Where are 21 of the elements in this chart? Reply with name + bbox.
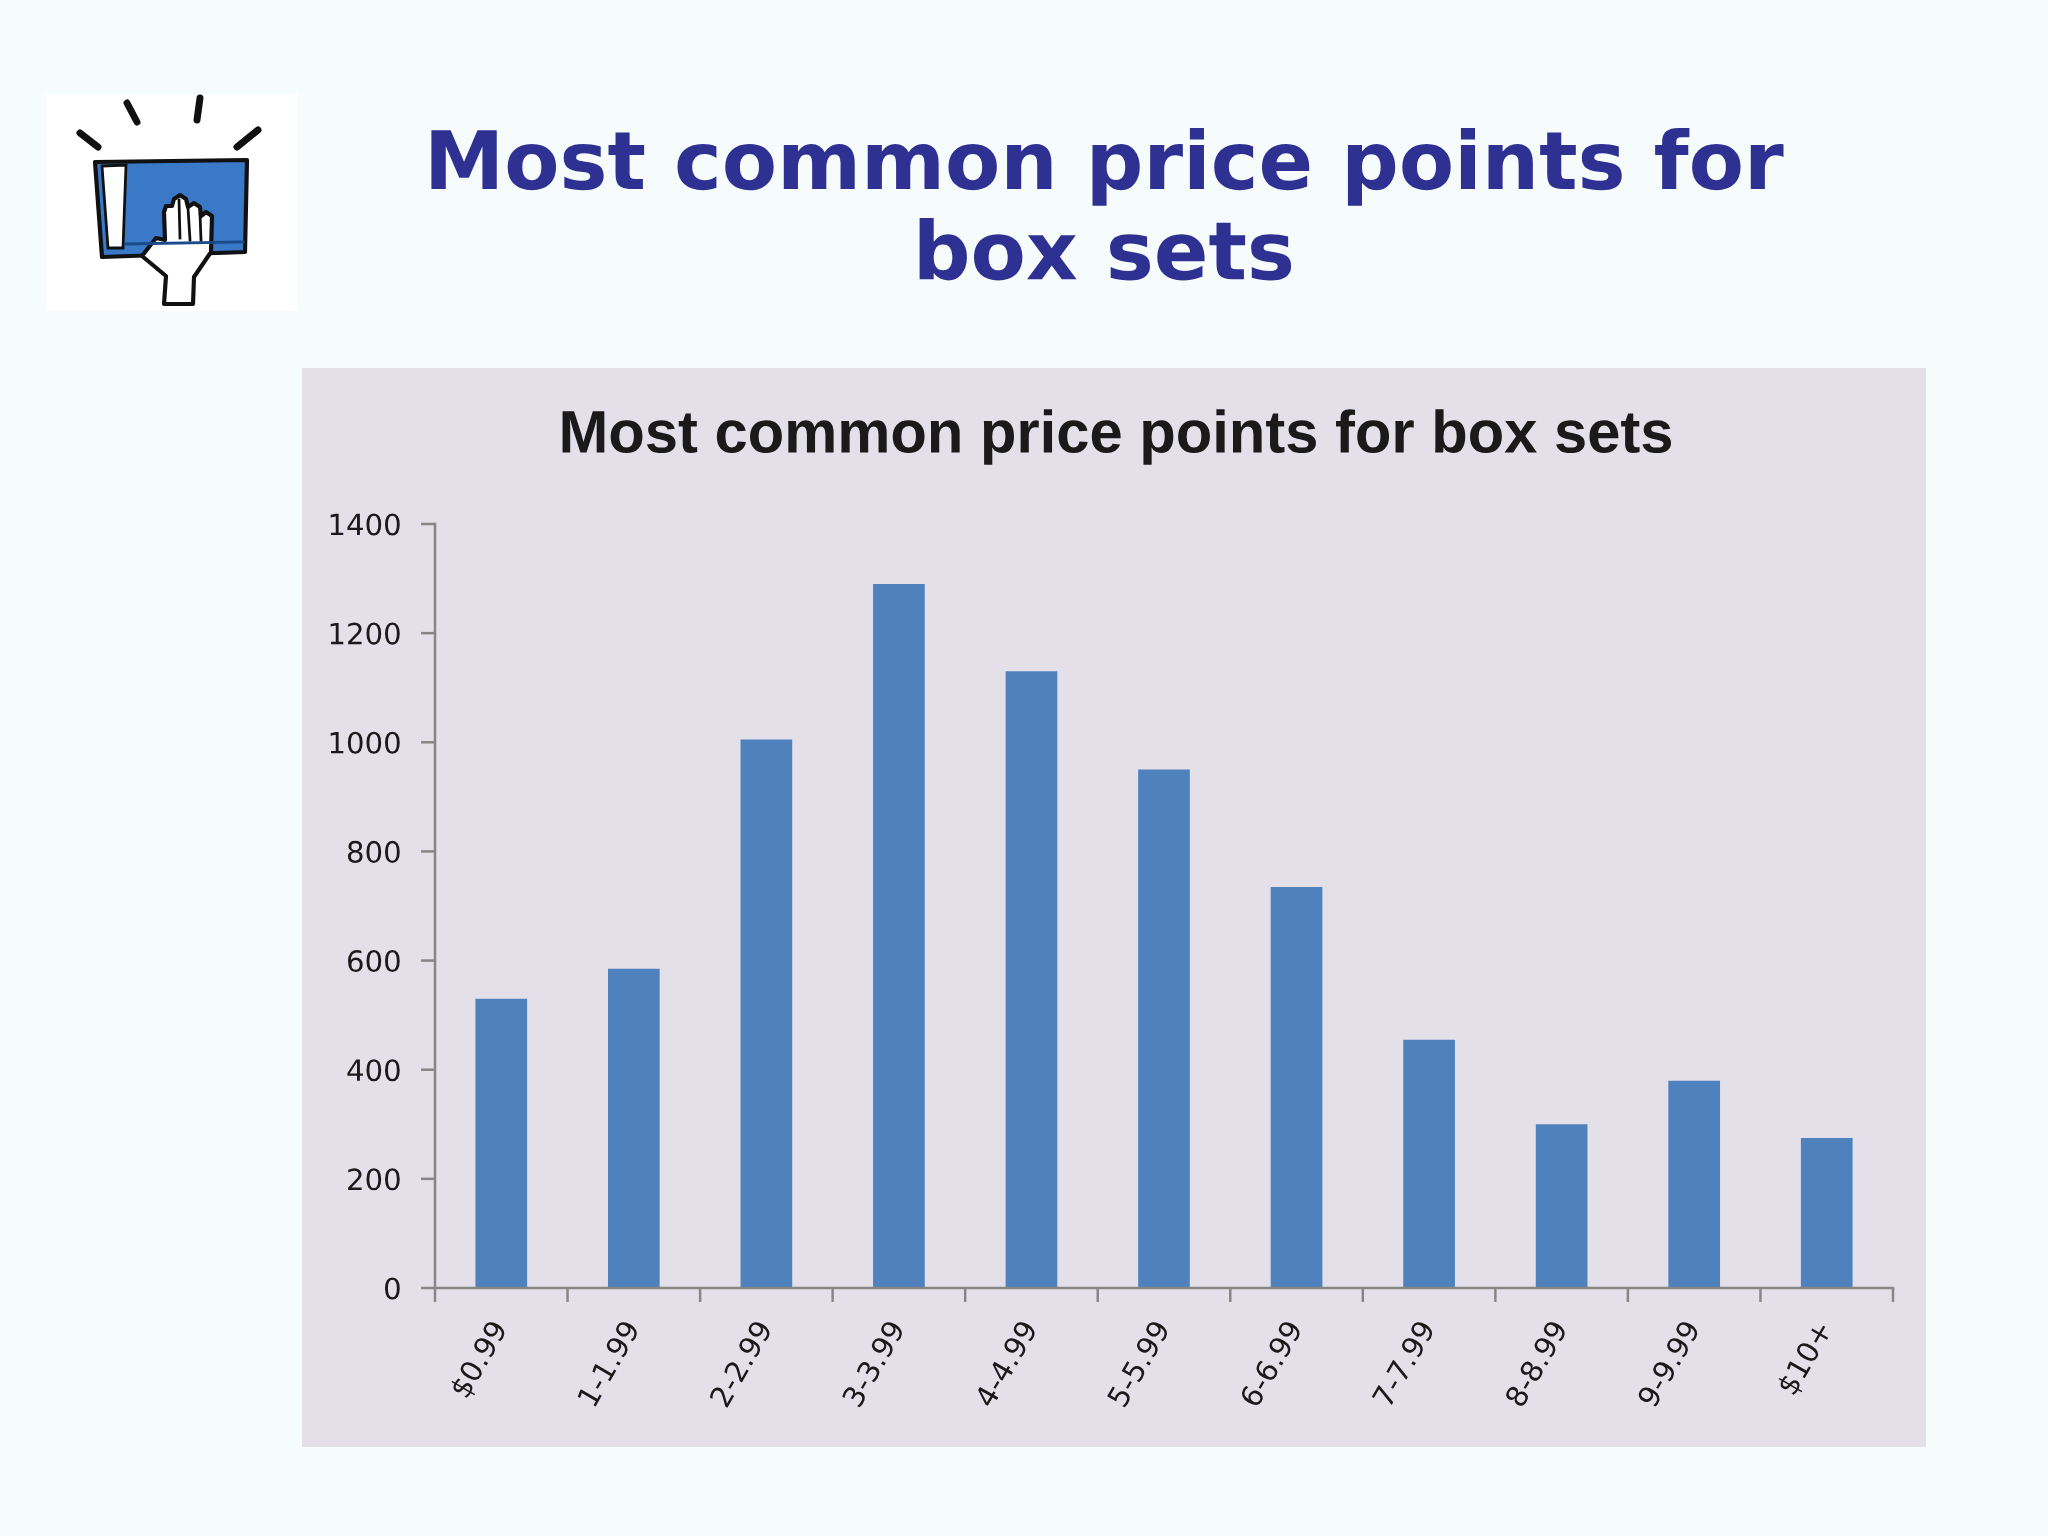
y-tick-label: 0 (385, 1277, 400, 1300)
bar (607, 968, 660, 1288)
bar (1668, 1080, 1721, 1288)
bar (1800, 1137, 1853, 1288)
y-tick-label: 600 (348, 950, 400, 973)
y-tick-label: 1200 (330, 622, 400, 645)
y-tick-label: 400 (347, 1059, 400, 1082)
bar (740, 739, 793, 1288)
bar (475, 998, 528, 1288)
y-tick-label: 1000 (330, 731, 400, 754)
bar (1535, 1124, 1588, 1288)
y-tick-label: 800 (347, 840, 400, 863)
y-tick-label: 1400 (330, 513, 400, 536)
chart-title: Most common price points for box sets (431, 127, 1784, 281)
y-tick-label: 200 (348, 1168, 400, 1191)
bar (1138, 769, 1190, 1288)
bar (873, 584, 925, 1288)
bar (1403, 1039, 1455, 1288)
bar (1005, 671, 1058, 1288)
chart-subtitle: Most common price points for box sets (562, 409, 1672, 465)
bar (1270, 886, 1323, 1288)
